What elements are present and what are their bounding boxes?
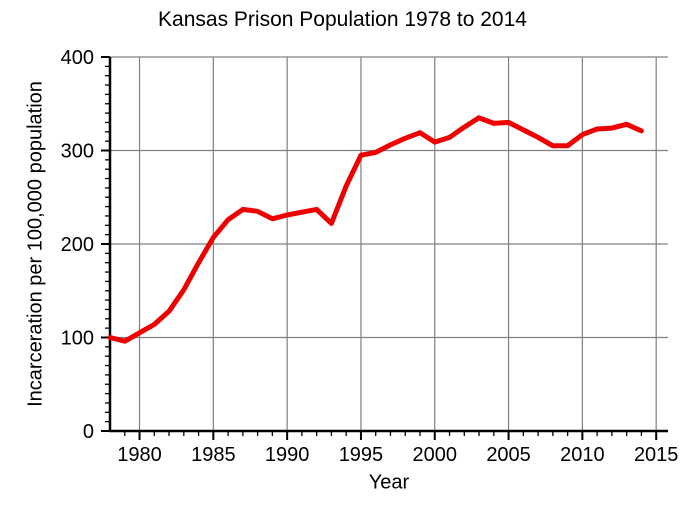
x-tick-label: 1990 [265, 444, 310, 466]
y-tick-label: 300 [61, 141, 94, 163]
y-tick-label: 0 [83, 421, 94, 443]
x-tick-label: 1995 [339, 444, 384, 466]
y-tick-label: 200 [61, 234, 94, 256]
data-line [107, 115, 644, 344]
x-tick-label: 2005 [486, 444, 531, 466]
y-tick-label: 100 [61, 328, 94, 350]
chart-title: Kansas Prison Population 1978 to 2014 [158, 8, 527, 31]
x-tick-label: 2010 [560, 444, 605, 466]
y-axis-label: Incarceration per 100,000 population [24, 81, 47, 407]
x-axis-label: Year [368, 471, 410, 494]
y-tick-label: 400 [61, 47, 94, 69]
x-tick-label: 2015 [634, 444, 679, 466]
x-tick-label: 2000 [413, 444, 458, 466]
x-tick-label: 1980 [117, 444, 162, 466]
x-tick-label: 1985 [191, 444, 236, 466]
